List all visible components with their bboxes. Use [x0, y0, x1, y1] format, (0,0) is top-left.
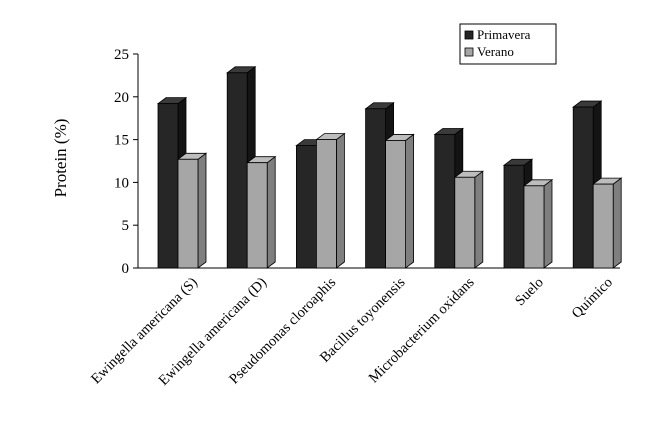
bars-layer	[156, 66, 623, 269]
bar-verano	[522, 179, 554, 269]
legend: Primavera Verano	[459, 23, 557, 65]
bar-front-face	[246, 162, 268, 269]
bar-front-face	[226, 72, 248, 269]
bar-verano	[176, 152, 208, 269]
bar-side-face	[335, 132, 345, 269]
y-tick-label: 25	[114, 47, 129, 63]
bar-side-face	[474, 170, 484, 269]
bar-side-face	[612, 177, 622, 269]
y-tick-label: 0	[122, 261, 130, 277]
bar-front-face	[503, 164, 525, 269]
bar-front-face	[572, 106, 594, 269]
legend-label: Verano	[477, 44, 514, 59]
bar-front-face	[315, 139, 337, 269]
bar-verano	[315, 132, 346, 269]
bar-front-face	[295, 145, 317, 269]
bar-side-face	[197, 152, 207, 269]
labels-layer: Ewingella americana (S)Ewingella america…	[88, 274, 616, 389]
bar-side-face	[405, 133, 415, 269]
bar-side-face	[543, 179, 553, 269]
y-tick-label: 10	[114, 175, 129, 191]
legend-label: Primavera	[477, 27, 531, 42]
bar-front-face	[385, 140, 407, 269]
y-tick-label: 15	[114, 133, 129, 149]
bar-verano	[453, 170, 484, 269]
legend-box	[459, 23, 557, 65]
legend-swatch	[464, 30, 474, 40]
bar-front-face	[523, 185, 545, 269]
y-tick-label: 5	[122, 218, 130, 234]
y-axis-label: Protein (%)	[51, 119, 70, 198]
x-category-label: Químico	[569, 275, 616, 322]
bar-front-face	[434, 134, 456, 269]
bar-front-face	[454, 176, 476, 269]
bar-front-face	[177, 158, 199, 269]
y-tick-label: 20	[114, 90, 129, 106]
x-category-label: Suelo	[512, 275, 547, 310]
bar-front-face	[157, 103, 179, 269]
bar-front-face	[365, 108, 387, 269]
bar-verano	[245, 155, 277, 269]
legend-swatch	[464, 47, 474, 57]
bar-side-face	[266, 155, 276, 269]
bar-verano	[384, 133, 415, 269]
bar-front-face	[592, 183, 614, 269]
bar-verano	[592, 177, 623, 269]
